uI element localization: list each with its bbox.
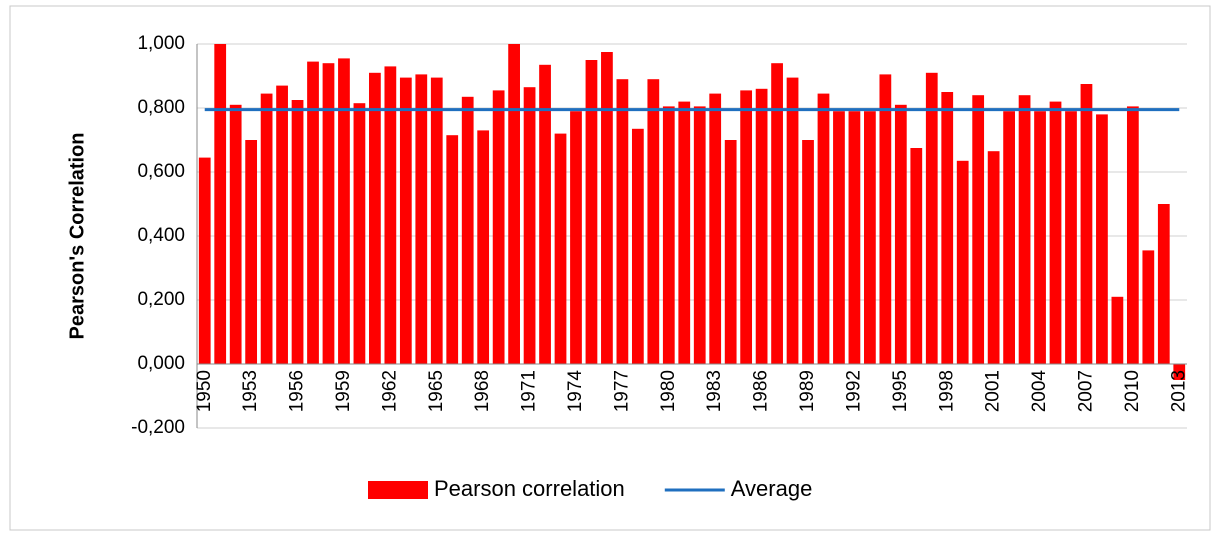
x-tick-label: 1959 bbox=[333, 370, 354, 412]
bar bbox=[879, 74, 892, 365]
bar bbox=[384, 66, 397, 365]
y-axis-label: Pearson's Correlation bbox=[66, 132, 88, 339]
bar bbox=[1034, 111, 1046, 364]
x-tick-label: 1980 bbox=[658, 370, 679, 412]
bar bbox=[307, 61, 319, 364]
x-tick-label: 1953 bbox=[240, 370, 261, 412]
x-tick-label: 2007 bbox=[1075, 370, 1096, 412]
bar bbox=[678, 101, 691, 364]
bar bbox=[864, 111, 876, 364]
x-tick-label: 1968 bbox=[472, 370, 493, 412]
bar bbox=[925, 72, 938, 365]
x-tick-label: 2001 bbox=[983, 370, 1004, 412]
y-tick-label: -0,200 bbox=[131, 417, 185, 438]
bar bbox=[616, 79, 629, 364]
bar bbox=[740, 90, 753, 365]
bar bbox=[338, 58, 350, 365]
x-tick-label: 1992 bbox=[843, 370, 864, 412]
x-tick-label: 1989 bbox=[797, 370, 818, 412]
bar bbox=[771, 63, 783, 364]
legend-swatch bbox=[368, 481, 428, 499]
x-tick-label: 1983 bbox=[704, 370, 725, 412]
x-tick-label: 1998 bbox=[936, 370, 957, 412]
x-tick-label: 1956 bbox=[287, 370, 308, 412]
x-tick-label: 2013 bbox=[1168, 370, 1189, 412]
bar bbox=[662, 106, 675, 365]
y-tick-label: 0,600 bbox=[137, 161, 185, 182]
bar bbox=[817, 93, 830, 364]
bar bbox=[415, 74, 428, 365]
legend-label: Pearson correlation bbox=[434, 476, 625, 501]
bar bbox=[585, 60, 598, 364]
bar bbox=[369, 72, 381, 365]
bar bbox=[709, 93, 722, 364]
y-tick-label: 0,400 bbox=[137, 225, 185, 246]
bar bbox=[910, 148, 923, 364]
bar bbox=[523, 87, 536, 364]
bar bbox=[1065, 111, 1077, 364]
y-tick-label: 0,800 bbox=[137, 97, 185, 118]
bar bbox=[477, 130, 490, 364]
bar bbox=[229, 104, 242, 365]
bar bbox=[1049, 101, 1062, 364]
bar bbox=[1003, 111, 1015, 364]
bar bbox=[276, 85, 288, 364]
x-tick-label: 1965 bbox=[426, 370, 447, 412]
bar bbox=[1080, 84, 1093, 364]
bar bbox=[1018, 95, 1031, 364]
bar bbox=[956, 160, 969, 364]
bar bbox=[1142, 250, 1155, 364]
bar bbox=[291, 100, 304, 364]
bar bbox=[539, 64, 551, 365]
y-tick-label: 1,000 bbox=[137, 33, 185, 54]
bar bbox=[446, 135, 459, 364]
bar bbox=[508, 44, 520, 364]
bar bbox=[631, 128, 644, 364]
x-tick-label: 1971 bbox=[519, 370, 540, 412]
bar bbox=[693, 106, 706, 365]
y-tick-label: 0,200 bbox=[137, 289, 185, 310]
bar bbox=[987, 151, 1000, 364]
bar bbox=[1096, 114, 1108, 365]
bar bbox=[430, 77, 443, 364]
x-tick-label: 1995 bbox=[890, 370, 911, 412]
bar bbox=[492, 90, 505, 365]
bar bbox=[724, 140, 737, 364]
x-tick-label: 2010 bbox=[1122, 370, 1143, 412]
bar bbox=[601, 52, 613, 364]
bar bbox=[894, 104, 907, 365]
bar bbox=[755, 88, 768, 365]
x-tick-label: 1977 bbox=[611, 370, 632, 412]
bar bbox=[399, 77, 412, 364]
bar bbox=[214, 44, 227, 364]
bar bbox=[941, 92, 954, 364]
bar bbox=[802, 140, 814, 364]
bar bbox=[461, 96, 474, 365]
x-tick-label: 1986 bbox=[751, 370, 772, 412]
bar bbox=[322, 63, 335, 364]
bar bbox=[1157, 204, 1170, 364]
bar bbox=[245, 140, 258, 364]
x-tick-label: 2004 bbox=[1029, 370, 1050, 413]
bar bbox=[1173, 364, 1186, 380]
bar bbox=[1126, 106, 1139, 365]
bar bbox=[833, 111, 845, 364]
x-tick-label: 1974 bbox=[565, 370, 586, 413]
legend-label: Average bbox=[731, 476, 813, 501]
bar bbox=[1111, 296, 1124, 364]
bar bbox=[353, 103, 366, 364]
bar bbox=[570, 111, 582, 364]
bar bbox=[260, 93, 273, 364]
bar bbox=[972, 95, 985, 364]
x-tick-label: 1950 bbox=[194, 370, 215, 412]
bar bbox=[786, 77, 799, 364]
x-tick-label: 1962 bbox=[379, 370, 400, 412]
bar bbox=[848, 111, 861, 364]
y-tick-label: 0,000 bbox=[137, 353, 185, 374]
bar bbox=[198, 157, 211, 364]
bar bbox=[647, 79, 660, 364]
bar bbox=[554, 133, 567, 364]
